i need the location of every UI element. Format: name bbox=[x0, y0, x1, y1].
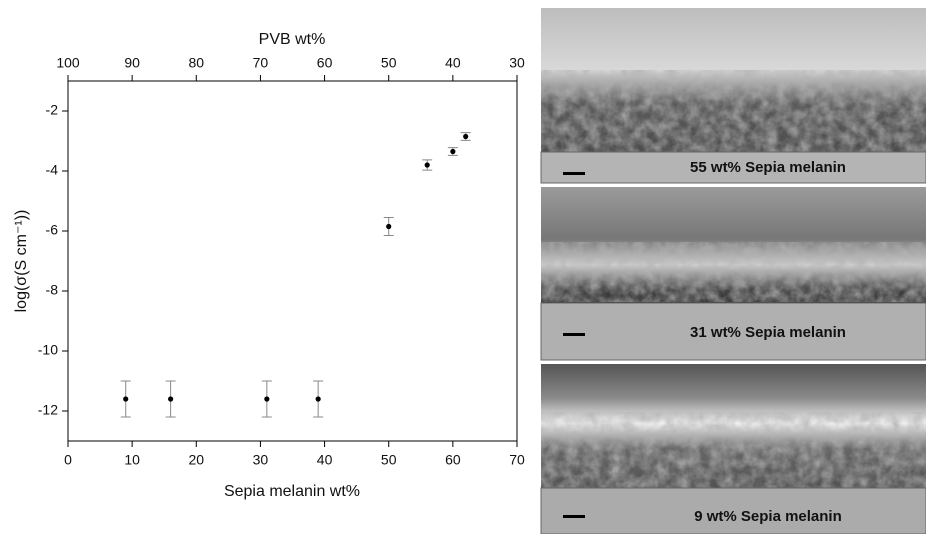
sem-panel: 31 wt% Sepia melanin bbox=[540, 187, 926, 361]
x2-tick-label: 60 bbox=[317, 55, 333, 71]
x2-tick-label: 70 bbox=[253, 55, 269, 71]
x-tick-label: 40 bbox=[317, 452, 333, 468]
y-axis-label: log(σ(S cm⁻¹)) bbox=[13, 210, 30, 313]
x-tick-label: 10 bbox=[124, 452, 140, 468]
x2-tick-label: 40 bbox=[445, 55, 461, 71]
data-point bbox=[264, 396, 270, 402]
sem-panel: 55 wt% Sepia melanin bbox=[540, 8, 926, 184]
x2-axis-label: PVB wt% bbox=[259, 31, 326, 48]
panel-label: 55 wt% Sepia melanin bbox=[690, 159, 846, 176]
data-point bbox=[315, 396, 321, 402]
x2-tick-label: 30 bbox=[509, 55, 525, 71]
y-tick-label: -8 bbox=[46, 282, 59, 298]
panel-label: 9 wt% Sepia melanin bbox=[694, 508, 842, 525]
x2-tick-label: 90 bbox=[124, 55, 140, 71]
x-tick-label: 0 bbox=[64, 452, 72, 468]
y-tick-label: -4 bbox=[46, 162, 59, 178]
data-point bbox=[386, 223, 392, 230]
x-tick-label: 30 bbox=[253, 452, 269, 468]
plot-frame bbox=[67, 80, 518, 442]
y-tick-label: -6 bbox=[46, 222, 59, 238]
x2-tick-label: 80 bbox=[188, 55, 204, 71]
x-tick-label: 60 bbox=[445, 452, 461, 468]
x-tick-label: 50 bbox=[381, 452, 397, 468]
data-point bbox=[123, 396, 129, 402]
data-point bbox=[463, 133, 469, 140]
data-point bbox=[168, 396, 174, 402]
x2-tick-label: 50 bbox=[381, 55, 397, 71]
panel-label: 31 wt% Sepia melanin bbox=[690, 324, 846, 341]
y-tick-label: -2 bbox=[46, 102, 59, 118]
x2-tick-label: 100 bbox=[56, 55, 80, 71]
x-tick-label: 70 bbox=[509, 452, 525, 468]
y-tick-label: -12 bbox=[38, 402, 58, 418]
sem-panel: 9 wt% Sepia melanin bbox=[540, 364, 926, 534]
x-tick-label: 20 bbox=[188, 452, 204, 468]
data-point bbox=[450, 148, 456, 155]
x-axis-label: Sepia melanin wt% bbox=[224, 483, 360, 500]
data-point bbox=[424, 162, 430, 168]
y-tick-label: -10 bbox=[38, 342, 58, 358]
